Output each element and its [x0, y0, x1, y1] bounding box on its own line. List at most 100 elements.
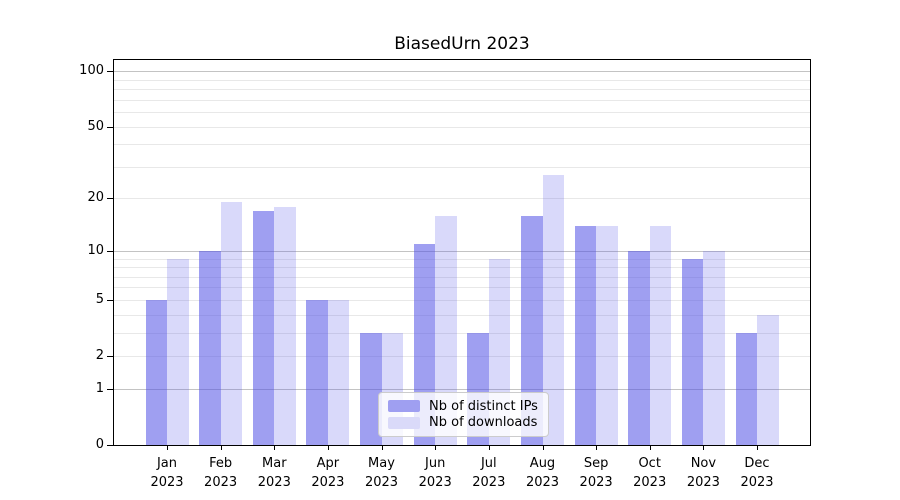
x-tick-mark — [703, 445, 705, 450]
bar-distinct-ips — [360, 332, 382, 445]
gridline-minor — [114, 332, 810, 334]
bar-distinct-ips — [574, 225, 597, 445]
y-tick-label: 0 — [95, 437, 104, 452]
bar-distinct-ips — [735, 332, 757, 445]
x-tick-label-line: 2023 — [525, 475, 560, 490]
gridline-minor — [114, 258, 810, 260]
gridline-minor — [114, 89, 810, 91]
x-tick-label: May 2023 — [350, 454, 414, 492]
gridline-major — [114, 250, 810, 252]
gridline-minor — [114, 144, 810, 146]
x-tick-mark — [649, 445, 651, 450]
legend-swatch-downloads — [388, 416, 420, 429]
x-tick-mark — [327, 445, 329, 450]
bar-distinct-ips — [199, 250, 221, 445]
legend-label-distinct-ips: Nb of distinct IPs — [429, 398, 538, 414]
y-tick-mark — [107, 71, 113, 72]
x-tick-label-line: 2023 — [364, 475, 399, 490]
y-tick-label: 1 — [95, 381, 104, 396]
y-tick-mark — [107, 389, 113, 390]
x-tick-label-line: 2023 — [150, 475, 184, 490]
gridline-minor — [114, 314, 810, 316]
x-tick-label-line: Jan — [156, 456, 178, 471]
x-tick-label-line: Apr — [316, 456, 340, 471]
gridline-minor — [114, 112, 810, 114]
y-tick-mark — [107, 356, 113, 357]
x-tick-label: Mar 2023 — [242, 454, 306, 492]
gridline-minor — [114, 126, 810, 128]
x-tick-label-line: Feb — [209, 456, 233, 471]
bar-downloads — [274, 206, 296, 445]
gridline-minor — [114, 276, 810, 278]
gridline-minor — [114, 299, 810, 301]
x-tick-mark — [435, 445, 437, 450]
x-tick-label: Jan 2023 — [135, 454, 199, 492]
bar-distinct-ips — [681, 258, 704, 445]
x-tick-label: Jul 2023 — [457, 454, 521, 492]
bar-downloads — [327, 299, 350, 445]
bar-downloads — [649, 225, 672, 445]
x-tick-label-line: 2023 — [257, 475, 291, 490]
x-tick-label-line: Aug — [529, 456, 556, 471]
x-tick-label: Nov 2023 — [671, 454, 735, 492]
bar-downloads — [703, 250, 725, 445]
x-tick-mark — [167, 445, 168, 450]
x-tick-mark — [488, 445, 490, 450]
x-tick-label-line: 2023 — [686, 475, 720, 490]
gridline-minor — [114, 79, 810, 81]
x-tick-label: Dec 2023 — [725, 454, 789, 492]
bar-downloads — [167, 258, 189, 445]
x-tick-mark — [596, 445, 598, 450]
x-tick-label-line: Oct — [638, 456, 661, 471]
x-tick-label: Aug 2023 — [511, 454, 575, 492]
chart-title: BiasedUrn 2023 — [394, 34, 530, 54]
x-tick-label: Feb 2023 — [189, 454, 253, 492]
plot-area: Nb of distinct IPs Nb of downloads — [113, 59, 811, 446]
gridline-minor — [114, 99, 810, 101]
x-tick-label: Oct 2023 — [618, 454, 682, 492]
gridline-minor — [114, 166, 810, 168]
bar-distinct-ips — [306, 299, 328, 445]
gridline-major — [114, 71, 810, 73]
legend-item-distinct-ips: Nb of distinct IPs — [388, 399, 538, 414]
x-tick-label-line: Jun — [425, 456, 446, 471]
x-tick-label-line: 2023 — [472, 475, 506, 490]
x-tick-label: Apr 2023 — [296, 454, 360, 492]
y-tick-label: 5 — [95, 292, 104, 307]
y-tick-mark — [107, 127, 113, 128]
x-tick-mark — [757, 445, 758, 450]
y-tick-mark — [107, 300, 113, 301]
legend-swatch-distinct-ips — [388, 400, 420, 413]
gridline-minor — [114, 267, 810, 268]
y-tick-label: 20 — [87, 190, 104, 205]
x-tick-label-line: Sep — [583, 456, 609, 471]
gridline-minor — [114, 287, 810, 289]
x-tick-label-line: 2023 — [311, 475, 345, 490]
y-tick-mark — [107, 251, 113, 252]
x-tick-mark — [381, 445, 383, 450]
bar-distinct-ips — [145, 299, 167, 445]
bar-distinct-ips — [628, 250, 650, 445]
bar-downloads — [542, 175, 564, 445]
y-tick-label: 50 — [87, 119, 104, 134]
x-tick-label-line: 2023 — [204, 475, 238, 490]
x-tick-label: Jun 2023 — [403, 454, 467, 492]
legend-label-downloads: Nb of downloads — [429, 415, 538, 431]
x-tick-label: Sep 2023 — [564, 454, 628, 492]
x-tick-mark — [274, 445, 276, 450]
legend: Nb of distinct IPs Nb of downloads — [378, 392, 549, 437]
bar-downloads — [220, 202, 243, 445]
gridline-minor — [114, 198, 810, 200]
bar-downloads — [757, 314, 779, 445]
x-tick-label-line: Jul — [480, 456, 497, 471]
gridline-minor — [114, 356, 810, 357]
x-tick-label-line: 2023 — [740, 475, 774, 490]
x-tick-label-line: 2023 — [633, 475, 667, 490]
bar-downloads — [435, 215, 457, 445]
x-tick-label-line: 2023 — [418, 475, 452, 490]
x-tick-label-line: Dec — [744, 456, 770, 471]
x-tick-mark — [220, 445, 222, 450]
bar-distinct-ips — [521, 215, 543, 445]
x-tick-label-line: May — [368, 456, 395, 471]
